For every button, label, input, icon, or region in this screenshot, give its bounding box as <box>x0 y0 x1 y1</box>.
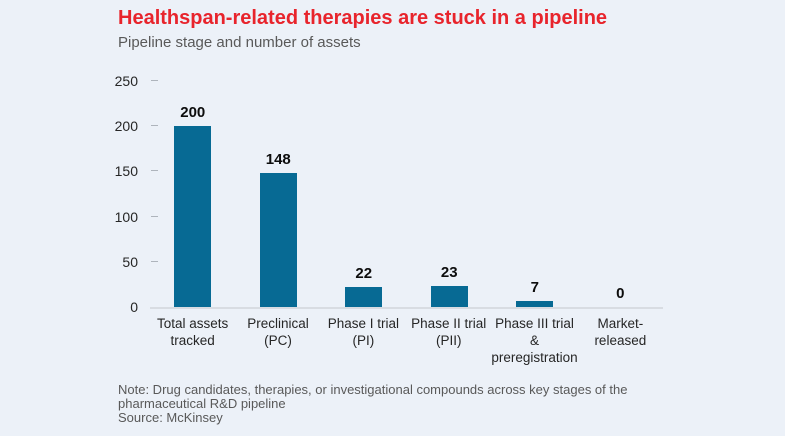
y-tick-label: 0 <box>130 299 138 315</box>
bar <box>516 300 554 307</box>
bar-slot: 148 <box>236 81 322 307</box>
y-tick-label: 200 <box>114 118 138 135</box>
bar-slot: 23 <box>407 81 493 307</box>
x-axis-category-label: Total assets tracked <box>157 316 229 348</box>
chart-title: Healthspan-related therapies are stuck i… <box>118 7 608 29</box>
bar-series: 200 148 22 23 7 0 <box>150 81 663 307</box>
y-tick-mark <box>151 80 158 81</box>
bar-value-label: 23 <box>440 264 458 282</box>
bar-slot: 0 <box>578 81 664 307</box>
y-tick-label: 100 <box>114 208 138 225</box>
source-line: Source: McKinsey <box>118 410 223 425</box>
bar-value-label: 22 <box>355 265 373 283</box>
bar-value-label: 148 <box>265 151 291 169</box>
bar-slot: 7 <box>492 81 578 307</box>
chart-subtitle: Pipeline stage and number of assets <box>118 34 361 51</box>
bar-slot: 200 <box>150 81 236 307</box>
y-tick-label: 250 <box>114 73 138 89</box>
x-axis-category-label: Phase III trial & preregistration <box>491 316 578 365</box>
bar <box>259 173 297 307</box>
bar <box>174 126 212 307</box>
y-tick-mark <box>151 125 158 127</box>
y-tick-label: 150 <box>114 163 138 180</box>
y-tick-mark <box>151 260 158 262</box>
y-tick-label: 50 <box>122 253 138 270</box>
bar <box>345 287 383 307</box>
bar <box>430 286 468 307</box>
x-axis-category-label: Phase I trial (PI) <box>327 316 399 348</box>
x-axis-category-label: Preclinical (PC) <box>247 316 309 348</box>
footnote: Note: Drug candidates, therapies, or inv… <box>118 382 628 411</box>
y-tick-mark <box>151 170 158 172</box>
x-axis-category-label: Market- released <box>594 316 647 348</box>
x-axis-category-label: Phase II trial (PII) <box>411 316 487 348</box>
bar-value-label: 7 <box>530 278 539 296</box>
bar-slot: 22 <box>321 81 407 307</box>
bar-value-label: 0 <box>616 285 625 302</box>
plot-area: 200 148 22 23 7 0 0 50 100 150 200 250 <box>115 74 663 314</box>
bar-value-label: 200 <box>180 104 206 122</box>
x-axis-labels: Total assets tracked Preclinical (PC) Phas… <box>150 315 663 366</box>
y-tick-mark <box>151 215 158 217</box>
